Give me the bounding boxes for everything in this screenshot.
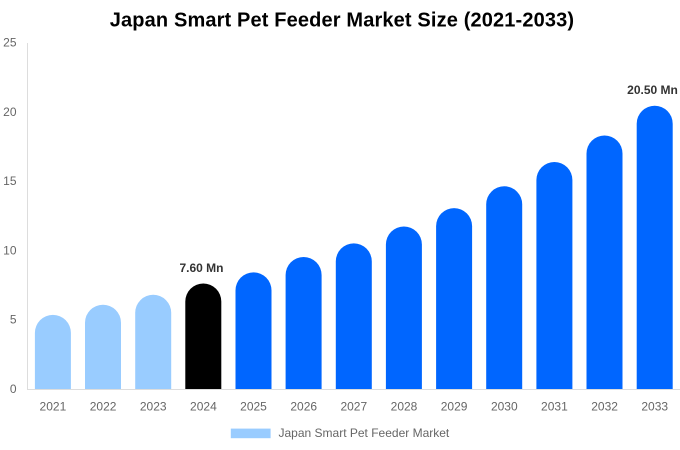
svg-text:2028: 2028 xyxy=(391,400,418,414)
svg-text:10: 10 xyxy=(3,243,17,257)
svg-text:20.50 Mn: 20.50 Mn xyxy=(627,83,678,97)
svg-text:2032: 2032 xyxy=(591,400,618,414)
svg-text:5: 5 xyxy=(10,313,17,327)
svg-text:2024: 2024 xyxy=(190,400,217,414)
svg-text:2033: 2033 xyxy=(641,400,668,414)
svg-text:2022: 2022 xyxy=(90,400,117,414)
svg-text:Japan Smart Pet Feeder Market: Japan Smart Pet Feeder Market Size (2021… xyxy=(110,10,574,32)
svg-text:2023: 2023 xyxy=(140,400,167,414)
svg-text:Japan Smart Pet Feeder Market: Japan Smart Pet Feeder Market xyxy=(279,426,450,440)
svg-text:25: 25 xyxy=(3,36,17,50)
svg-text:20: 20 xyxy=(3,105,17,119)
svg-text:2029: 2029 xyxy=(441,400,468,414)
svg-text:15: 15 xyxy=(3,174,17,188)
svg-text:0: 0 xyxy=(10,382,17,396)
svg-text:2031: 2031 xyxy=(541,400,568,414)
svg-text:2030: 2030 xyxy=(491,400,518,414)
svg-text:2026: 2026 xyxy=(290,400,317,414)
svg-text:7.60 Mn: 7.60 Mn xyxy=(179,261,223,275)
svg-text:2027: 2027 xyxy=(340,400,367,414)
svg-text:2025: 2025 xyxy=(240,400,267,414)
svg-text:2021: 2021 xyxy=(40,400,67,414)
